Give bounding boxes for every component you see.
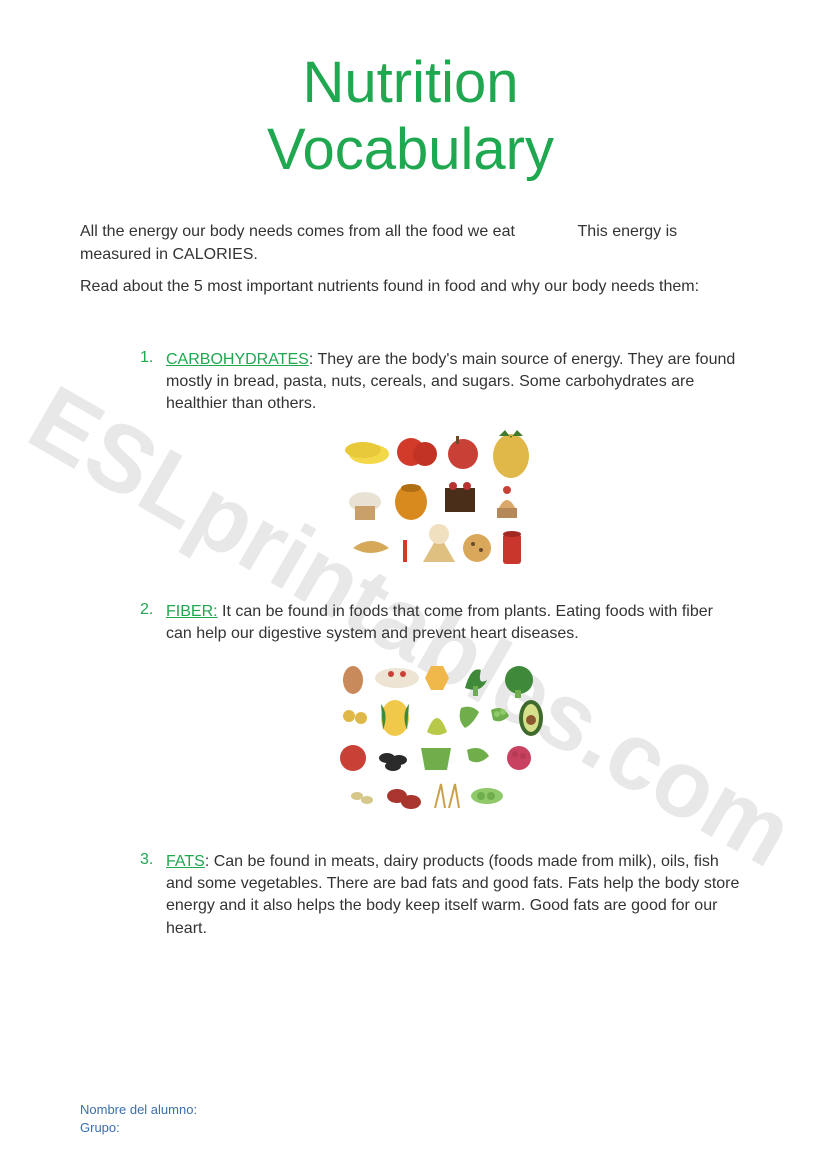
title-line-2: Vocabulary [267, 117, 554, 182]
nutrient-list: 1. CARBOHYDRATES: They are the body's ma… [80, 349, 741, 941]
fiber-image-wrap [140, 660, 741, 825]
carbs-food-illustration [341, 430, 541, 570]
wheat [435, 784, 459, 808]
item-text: CARBOHYDRATES: They are the body's main … [166, 349, 741, 416]
item-desc: Can be found in meats, dairy products (f… [166, 853, 739, 937]
red-apple [340, 745, 366, 771]
honeycomb [425, 666, 449, 690]
carbs-image-wrap [140, 430, 741, 575]
list-item-carbohydrates: 1. CARBOHYDRATES: They are the body's ma… [140, 349, 741, 575]
almond [343, 666, 363, 694]
title-line-1: Nutrition [303, 50, 519, 115]
item-number: 3. [140, 851, 158, 869]
intro-paragraph-1: All the energy our body needs comes from… [80, 221, 741, 266]
peas [491, 708, 509, 721]
artichoke2 [421, 748, 451, 770]
intro-text-a: All the energy our body needs comes from… [80, 223, 515, 240]
item-text: FATS: Can be found in meats, dairy produ… [166, 851, 741, 941]
item-colon: : [205, 853, 214, 870]
lentils [351, 792, 363, 800]
raspberry [507, 746, 531, 770]
list-item-fats: 3. FATS: Can be found in meats, dairy pr… [140, 851, 741, 941]
item-desc: It can be found in foods that come from … [166, 603, 713, 642]
footer-group: Grupo: [80, 1119, 197, 1137]
list-item-fiber: 2. FIBER: It can be found in foods that … [140, 601, 741, 825]
seeds [343, 710, 355, 722]
footer: Nombre del alumno: Grupo: [80, 1101, 197, 1137]
soda-can [503, 534, 521, 564]
term-fiber: FIBER: [166, 603, 218, 620]
croissant [353, 541, 389, 553]
item-number: 2. [140, 601, 158, 619]
pear [427, 718, 447, 735]
page-title: Nutrition Vocabulary [80, 50, 741, 183]
pea-pod [467, 748, 489, 762]
apple [448, 439, 478, 469]
flour-sack [355, 506, 375, 520]
fiber-food-illustration [331, 660, 551, 820]
term-carbohydrates: CARBOHYDRATES [166, 351, 309, 368]
term-fats: FATS [166, 853, 205, 870]
pineapple [493, 434, 529, 478]
item-text: FIBER: It can be found in foods that com… [166, 601, 741, 646]
cookie [463, 534, 491, 562]
artichoke [459, 706, 478, 727]
document-page: Nutrition Vocabulary All the energy our … [0, 0, 821, 980]
choc-cake [445, 488, 475, 512]
cereal-bowl [375, 668, 419, 688]
item-number: 1. [140, 349, 158, 367]
intro-paragraph-2: Read about the 5 most important nutrient… [80, 276, 741, 298]
broccoli2 [505, 666, 533, 694]
footer-student-name: Nombre del alumno: [80, 1101, 197, 1119]
